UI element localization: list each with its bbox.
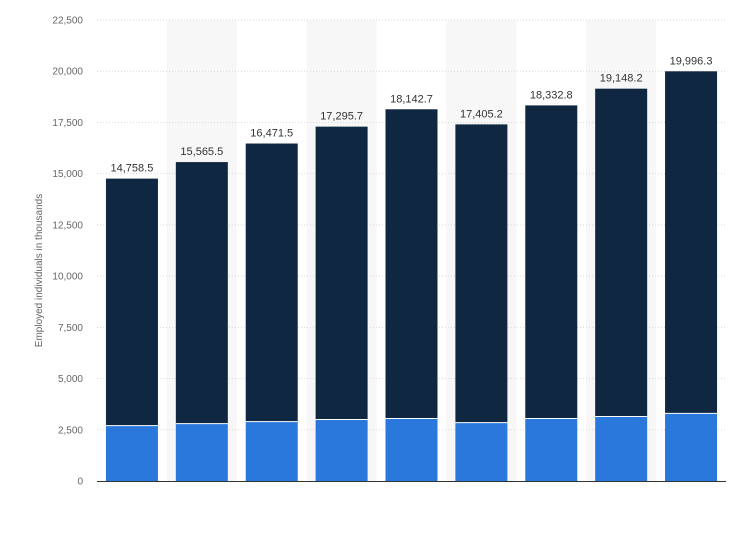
bar-segment-lower <box>175 423 228 481</box>
total-label: 14,758.5 <box>111 163 154 175</box>
y-tick-label: 20,000 <box>52 67 83 78</box>
bar-segment-upper <box>455 124 508 423</box>
bar-segment-lower <box>665 413 718 481</box>
bars <box>105 71 718 481</box>
bar-segment-upper <box>245 143 298 422</box>
total-label: 19,996.3 <box>670 55 713 67</box>
bar-segment-lower <box>595 416 648 481</box>
total-label: 15,565.5 <box>180 146 223 158</box>
y-axis-ticks: 0 2,500 5,000 7,500 10,000 12,500 15,000 17,500… <box>52 16 83 488</box>
y-tick-label: 7,500 <box>58 323 83 334</box>
y-axis-title: Employed individuals in thousands <box>34 194 45 347</box>
y-tick-label: 10,000 <box>52 272 83 283</box>
bar-segment-lower <box>245 421 298 481</box>
total-label: 19,148.2 <box>600 73 643 85</box>
bar-segment-upper <box>175 162 228 424</box>
total-label: 17,295.7 <box>320 111 363 123</box>
bar-segment-upper <box>315 126 368 420</box>
bar-segment-upper <box>595 88 648 417</box>
total-label: 18,142.7 <box>390 93 433 105</box>
bar-segment-upper <box>105 178 158 426</box>
y-tick-label: 2,500 <box>58 425 83 436</box>
y-tick-label: 12,500 <box>52 220 83 231</box>
y-tick-label: 0 <box>77 477 83 488</box>
bar-segment-lower <box>105 425 158 481</box>
bar-segment-upper <box>665 71 718 414</box>
bar-segment-upper <box>385 109 438 419</box>
total-labels: 14,758.5 15,565.5 16,471.5 17,295.7 18,142.7… <box>111 55 713 174</box>
bar-segment-lower <box>525 418 578 481</box>
bar-segment-lower <box>315 419 368 481</box>
bar-segment-lower <box>385 418 438 481</box>
total-label: 17,405.2 <box>460 108 503 120</box>
total-label: 18,332.8 <box>530 89 573 101</box>
bar-segment-lower <box>455 422 508 481</box>
y-tick-label: 17,500 <box>52 118 83 129</box>
y-tick-label: 15,000 <box>52 169 83 180</box>
y-tick-label: 5,000 <box>58 374 83 385</box>
y-tick-label: 22,500 <box>52 16 83 27</box>
bar-segment-upper <box>525 105 578 419</box>
total-label: 16,471.5 <box>250 128 293 140</box>
